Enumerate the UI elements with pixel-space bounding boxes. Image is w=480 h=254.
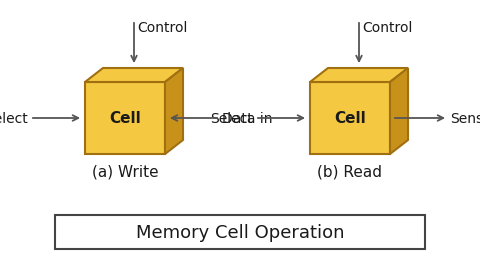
- Polygon shape: [389, 69, 407, 154]
- Text: Cell: Cell: [109, 111, 141, 126]
- Text: (b) Read: (b) Read: [317, 164, 382, 179]
- Polygon shape: [309, 69, 407, 83]
- Polygon shape: [85, 83, 165, 154]
- Text: Select: Select: [210, 112, 252, 125]
- Text: Data in: Data in: [222, 112, 272, 125]
- Text: Select: Select: [0, 112, 28, 125]
- FancyBboxPatch shape: [55, 215, 424, 249]
- Polygon shape: [309, 83, 389, 154]
- Text: Control: Control: [361, 21, 411, 35]
- Text: Control: Control: [137, 21, 187, 35]
- Polygon shape: [165, 69, 182, 154]
- Text: Memory Cell Operation: Memory Cell Operation: [135, 223, 344, 241]
- Text: (a) Write: (a) Write: [92, 164, 158, 179]
- Text: Sense: Sense: [449, 112, 480, 125]
- Polygon shape: [85, 69, 182, 83]
- Text: Cell: Cell: [334, 111, 365, 126]
